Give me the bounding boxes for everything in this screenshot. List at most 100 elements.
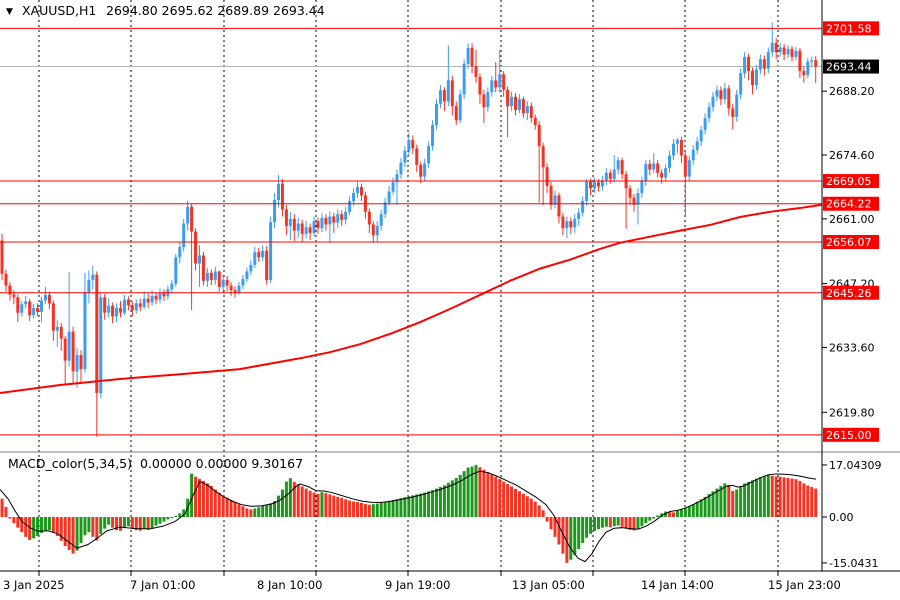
candle-down — [648, 163, 652, 170]
macd-bar — [569, 517, 573, 560]
macd-bar — [423, 492, 427, 517]
candle-up — [288, 218, 292, 226]
candle-down — [63, 338, 67, 361]
candle-down — [569, 221, 573, 228]
macd-bar — [51, 517, 55, 533]
macd-bar — [679, 509, 683, 517]
candle-down — [71, 331, 75, 372]
macd-bar — [174, 515, 178, 517]
candle-up — [754, 69, 758, 86]
candle-down — [36, 308, 40, 312]
current-price-badge — [823, 59, 879, 74]
candle-down — [727, 88, 731, 109]
candle-up — [241, 278, 245, 286]
macd-bar — [478, 467, 482, 517]
macd-tick-label: 17.04309 — [829, 459, 882, 472]
price-axis[interactable]: 2688.202674.602661.002647.202633.602619.… — [822, 21, 882, 570]
macd-bar — [652, 517, 656, 519]
macd-bar — [198, 478, 201, 517]
macd-bar — [786, 477, 790, 517]
macd-bar — [308, 490, 312, 517]
candle-down — [442, 90, 446, 102]
candle-up — [770, 42, 774, 53]
macd-bar — [711, 491, 715, 517]
candle-down — [359, 186, 363, 196]
macd-bar — [63, 517, 67, 547]
macd-bar — [245, 508, 249, 517]
candle-up — [525, 106, 529, 114]
macd-bar — [352, 501, 356, 517]
macd-bar — [672, 512, 675, 517]
macd-bar — [150, 517, 154, 528]
candle-up — [122, 299, 126, 313]
macd-bar — [608, 517, 612, 528]
macd-bar — [699, 499, 703, 517]
current-price-badge-label: 2693.44 — [826, 61, 872, 74]
candle-down — [308, 227, 312, 233]
moving-average-line[interactable] — [0, 203, 823, 395]
candle-up — [312, 221, 316, 233]
macd-bar — [502, 481, 506, 517]
macd-bar — [367, 504, 371, 517]
macd-bar — [237, 504, 241, 517]
price-level-badge — [823, 427, 879, 442]
candle-up — [458, 94, 462, 121]
macd-bar — [719, 485, 723, 517]
candle-up — [739, 73, 743, 95]
candle-up — [672, 143, 675, 156]
candle-up — [336, 214, 340, 223]
macd-bar — [178, 513, 182, 517]
candle-down — [549, 185, 553, 205]
candle-up — [387, 191, 391, 203]
candle-up — [652, 163, 656, 170]
macd-bar — [628, 517, 632, 530]
macd-bar — [557, 517, 561, 545]
macd-bar — [269, 503, 273, 517]
candle-down — [103, 297, 107, 313]
macd-bar — [273, 501, 277, 517]
macd-bar — [668, 512, 672, 517]
price-level-badge-label: 2669.05 — [826, 175, 872, 188]
macd-bar — [435, 488, 438, 517]
macd-bar — [735, 489, 739, 517]
macd-bar — [506, 484, 510, 517]
macd-bar — [8, 517, 12, 519]
macd-bar — [553, 517, 557, 537]
candle-up — [99, 297, 103, 394]
macd-bar — [107, 517, 111, 525]
candle-down — [59, 326, 63, 339]
candle-up — [43, 294, 47, 301]
candle-down — [589, 181, 593, 189]
macd-bar — [233, 501, 237, 517]
macd-bar — [604, 517, 608, 527]
macd-bar — [217, 492, 221, 517]
macd-bar — [103, 517, 107, 529]
candle-up — [664, 168, 668, 178]
time-axis[interactable]: 3 Jan 2025 7 Jan 01:00 8 Jan 10:00 9 Jan 19… — [3, 571, 841, 592]
price-level-badge-label: 2645.26 — [826, 287, 872, 300]
symbol-dropdown-icon[interactable]: ▼ — [6, 7, 13, 17]
macd-bar — [758, 477, 762, 517]
macd-bar — [115, 517, 119, 531]
candle-up — [245, 271, 249, 279]
candle-up — [675, 139, 679, 144]
candle-up — [616, 160, 620, 170]
candle-down — [751, 70, 754, 86]
candle-down — [608, 172, 612, 179]
macd-bar — [95, 517, 99, 541]
candle-up — [198, 255, 201, 264]
candle-down — [502, 74, 506, 90]
macd-bar — [162, 517, 166, 522]
macd-bar — [474, 465, 478, 517]
candle-down — [8, 285, 12, 295]
candle-up — [687, 160, 691, 177]
macd-bar — [561, 517, 565, 554]
time-tick-label: 8 Jan 10:00 — [257, 578, 323, 592]
price-level-lines[interactable] — [0, 27, 822, 436]
macd-bar — [344, 499, 348, 517]
candle-down — [494, 80, 498, 88]
macd-bar — [482, 469, 486, 517]
macd-bar — [43, 517, 47, 531]
